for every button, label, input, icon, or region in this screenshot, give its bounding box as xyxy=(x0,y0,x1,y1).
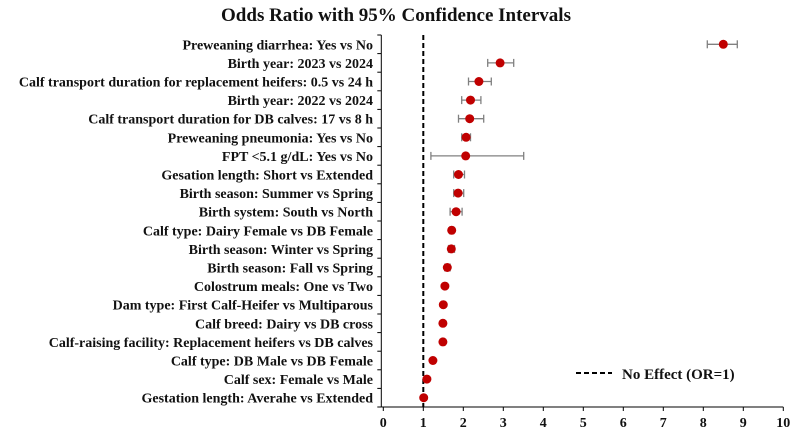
forest-row: Birth season: Fall vs Spring xyxy=(207,262,452,277)
row-label: Calf sex: Female vs Male xyxy=(224,373,373,388)
odds-ratio-point xyxy=(465,114,475,124)
row-label: Calf transport duration for DB calves: 1… xyxy=(88,113,373,128)
row-label: Calf type: Dairy Female vs DB Female xyxy=(143,224,373,239)
legend: No Effect (OR=1) xyxy=(576,367,735,383)
row-label: Birth season: Winter vs Spring xyxy=(189,243,373,258)
row-label: Calf transport duration for replacement … xyxy=(19,76,373,91)
x-tick-label: 7 xyxy=(660,416,667,430)
forest-row: Birth year: 2023 vs 2024 xyxy=(228,57,515,72)
forest-row: Birth system: South vs North xyxy=(199,206,463,221)
odds-ratio-point xyxy=(438,300,448,310)
odds-ratio-point xyxy=(419,393,429,403)
axes: 0 1 2 3 4 5 6 7 8 9 10 xyxy=(377,34,790,431)
forest-row: Dam type: First Calf-Heifer vs Multiparo… xyxy=(113,299,448,314)
odds-ratio-point xyxy=(718,39,728,49)
row-label: Birth season: Fall vs Spring xyxy=(207,262,373,277)
odds-ratio-point xyxy=(446,244,456,254)
odds-ratio-point xyxy=(461,151,471,161)
row-label: Birth year: 2023 vs 2024 xyxy=(228,57,373,72)
forest-row: Birth season: Winter vs Spring xyxy=(189,243,456,258)
legend-label: No Effect (OR=1) xyxy=(622,367,735,383)
x-tick-label: 4 xyxy=(540,416,547,430)
odds-ratio-point xyxy=(428,356,438,365)
forest-row: Colostrum meals: One vs Two xyxy=(194,280,450,295)
row-label: Calf breed: Dairy vs DB cross xyxy=(195,317,374,332)
forest-row: FPT <5.1 g/dL: Yes vs No xyxy=(222,150,525,165)
odds-ratio-point xyxy=(466,95,475,105)
row-label: Dam type: First Calf-Heifer vs Multiparo… xyxy=(113,299,374,314)
odds-ratio-point xyxy=(447,225,457,235)
odds-ratio-point xyxy=(461,132,471,142)
row-label: Colostrum meals: One vs Two xyxy=(194,280,373,295)
x-tick-label: 3 xyxy=(500,416,507,430)
forest-row: Calf transport duration for DB calves: 1… xyxy=(88,113,485,128)
forest-row: Gestation length: Averahe vs Extended xyxy=(141,392,429,407)
x-tick-label: 5 xyxy=(580,416,587,430)
x-tick-label: 1 xyxy=(420,416,427,430)
forest-row: Calf transport duration for replacement … xyxy=(19,76,492,91)
forest-row: Gesation length: Short vs Extended xyxy=(161,169,466,184)
forest-row: Calf type: Dairy Female vs DB Female xyxy=(143,224,457,239)
x-tick-label: 10 xyxy=(776,416,790,430)
odds-ratio-point xyxy=(453,188,463,198)
odds-ratio-point xyxy=(495,58,505,68)
row-label: Gestation length: Averahe vs Extended xyxy=(141,392,373,407)
row-label: FPT <5.1 g/dL: Yes vs No xyxy=(222,150,373,165)
forest-row: Calf type: DB Male vs DB Female xyxy=(171,355,438,370)
odds-ratio-point xyxy=(438,318,448,328)
forest-row: Preweaning pneumonia: Yes vs No xyxy=(168,131,472,146)
forest-row: Birth season: Summer vs Spring xyxy=(180,187,465,202)
row-label: Gesation length: Short vs Extended xyxy=(161,169,373,184)
row-label: Calf type: DB Male vs DB Female xyxy=(171,355,373,370)
forest-row: Calf sex: Female vs Male xyxy=(224,373,432,388)
forest-row: Calf-raising facility: Replacement heife… xyxy=(49,336,448,351)
odds-ratio-point xyxy=(440,281,450,291)
row-label: Birth year: 2022 vs 2024 xyxy=(228,94,373,109)
forest-row: Birth year: 2022 vs 2024 xyxy=(228,94,482,109)
chart-title: Odds Ratio with 95% Confidence Intervals xyxy=(221,5,571,26)
odds-ratio-point xyxy=(474,77,484,86)
row-label: Preweaning diarrhea: Yes vs No xyxy=(182,38,373,53)
row-label: Calf-raising facility: Replacement heife… xyxy=(49,336,374,351)
rows: Preweaning diarrhea: Yes vs No Birth year… xyxy=(19,38,738,407)
x-tick-label: 9 xyxy=(740,416,747,430)
x-tick-label: 0 xyxy=(380,416,387,430)
forest-row: Preweaning diarrhea: Yes vs No xyxy=(182,38,738,53)
forest-row: Calf breed: Dairy vs DB cross xyxy=(195,317,448,332)
row-label: Birth system: South vs North xyxy=(199,206,373,221)
odds-ratio-point xyxy=(451,207,461,217)
row-label: Preweaning pneumonia: Yes vs No xyxy=(168,131,373,146)
x-tick-label: 8 xyxy=(700,416,707,430)
x-tick-label: 6 xyxy=(620,416,627,430)
odds-ratio-point xyxy=(438,337,448,347)
odds-ratio-point xyxy=(422,374,432,384)
odds-ratio-point xyxy=(454,170,463,179)
x-tick-label: 2 xyxy=(460,416,467,430)
row-label: Birth season: Summer vs Spring xyxy=(180,187,373,202)
odds-ratio-point xyxy=(442,263,452,272)
